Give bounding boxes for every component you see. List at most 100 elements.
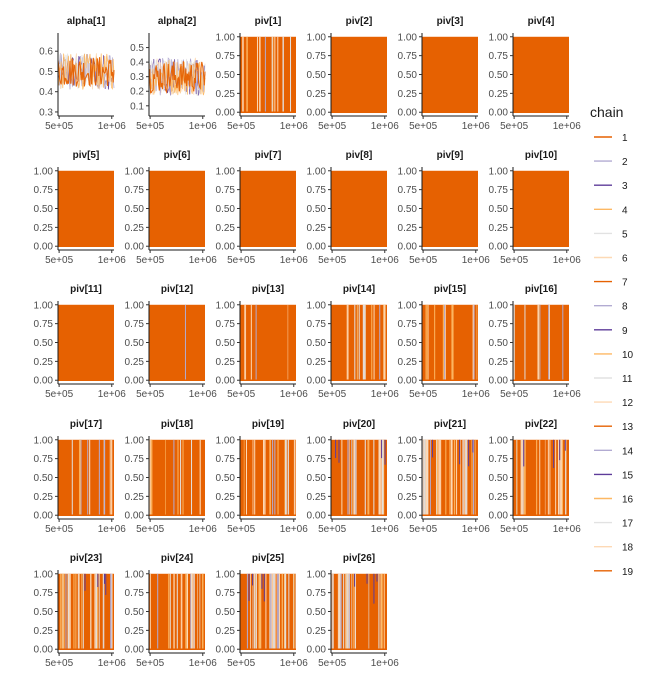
trace-switch xyxy=(423,439,426,516)
x-tick-label: 1e+06 xyxy=(280,524,309,535)
trace-switch xyxy=(476,304,478,381)
y-tick-label: 1.00 xyxy=(307,32,327,43)
y-tick-label: 1.00 xyxy=(34,300,54,311)
facet-panel: piv[11] 0.00 0.25 0.50 0.75 1.00 5e+05 1e+06 xyxy=(34,284,127,400)
y-tick-label: 0.50 xyxy=(34,204,54,215)
facet-panel: piv[6] 0.00 0.25 0.50 0.75 1.00 5e+05 1e+06 xyxy=(125,150,218,266)
trace-switch xyxy=(379,439,381,516)
y-tick-label: 0.25 xyxy=(398,357,418,368)
legend-label: 14 xyxy=(622,446,634,457)
trace-switch xyxy=(381,439,384,516)
trace-switch xyxy=(269,439,270,516)
y-tick-label: 0.75 xyxy=(489,51,509,62)
facet-panel: piv[24] 0.00 0.25 0.50 0.75 1.00 5e+05 1e+06 xyxy=(125,553,218,669)
legend-label: 18 xyxy=(622,543,634,554)
y-tick-label: 0.25 xyxy=(34,223,54,234)
legend-title: chain xyxy=(590,104,623,120)
trace-switch xyxy=(165,439,166,516)
facet-panel: piv[2] 0.00 0.25 0.50 0.75 1.00 5e+05 1e+06 xyxy=(307,16,400,132)
trace-switch xyxy=(275,573,277,650)
y-tick-label: 0.50 xyxy=(489,473,509,484)
x-tick-label: 5e+05 xyxy=(227,255,256,266)
trace-switch xyxy=(381,573,383,650)
trace-switch xyxy=(110,439,113,516)
y-tick-label: 0.50 xyxy=(125,204,145,215)
y-tick-label: 0.25 xyxy=(34,357,54,368)
y-tick-label: 1.00 xyxy=(489,300,509,311)
trace-band xyxy=(331,170,387,247)
y-tick-label: 0.3 xyxy=(39,107,53,118)
trace-switch xyxy=(383,304,386,381)
x-tick-label: 1e+06 xyxy=(98,658,127,669)
trace-switch xyxy=(111,573,113,650)
y-tick-label: 0.25 xyxy=(216,357,236,368)
y-tick-label: 0.50 xyxy=(307,70,327,81)
trace-switch xyxy=(259,36,261,113)
facet-title: piv[4] xyxy=(528,16,555,27)
facet-title: piv[17] xyxy=(70,419,102,430)
x-tick-label: 1e+06 xyxy=(553,255,582,266)
facet-panel: piv[13] 0.00 0.25 0.50 0.75 1.00 5e+05 1e+06 xyxy=(216,284,309,400)
trace-switch xyxy=(520,439,522,516)
y-tick-label: 0.75 xyxy=(216,185,236,196)
x-tick-label: 1e+06 xyxy=(189,255,218,266)
trace-switch xyxy=(90,573,92,650)
y-tick-label: 0.50 xyxy=(307,338,327,349)
x-tick-label: 1e+06 xyxy=(280,121,309,132)
x-tick-label: 1e+06 xyxy=(189,524,218,535)
x-tick-label: 5e+05 xyxy=(227,658,256,669)
y-tick-label: 0.50 xyxy=(398,473,418,484)
trace-switch xyxy=(102,573,105,650)
facet-panel: piv[8] 0.00 0.25 0.50 0.75 1.00 5e+05 1e+06 xyxy=(307,150,400,266)
facet-panel: piv[15] 0.00 0.25 0.50 0.75 1.00 5e+05 1e+06 xyxy=(398,284,491,400)
y-tick-label: 0.00 xyxy=(216,108,236,119)
trace-band xyxy=(58,439,114,516)
trace-switch xyxy=(259,573,261,650)
trace-switch xyxy=(354,573,356,650)
trace-switch xyxy=(539,439,541,516)
trace-line xyxy=(57,53,115,90)
y-tick-label: 0.00 xyxy=(489,108,509,119)
legend-label: 13 xyxy=(622,422,634,433)
facet-panel: piv[17] 0.00 0.25 0.50 0.75 1.00 5e+05 1e+06 xyxy=(34,419,127,535)
trace-switch xyxy=(348,573,350,650)
y-tick-label: 0.25 xyxy=(125,223,145,234)
trace-switch xyxy=(149,573,151,650)
y-tick-label: 0.00 xyxy=(398,511,418,522)
y-tick-label: 1.00 xyxy=(398,166,418,177)
y-tick-label: 0.5 xyxy=(130,43,144,54)
y-tick-label: 1.00 xyxy=(398,435,418,446)
trace-line xyxy=(57,57,115,88)
x-tick-label: 5e+05 xyxy=(318,255,347,266)
trace-switch xyxy=(442,304,444,381)
legend-label: 10 xyxy=(622,350,634,361)
facet-title: piv[9] xyxy=(437,150,464,161)
trace-switch xyxy=(439,439,442,516)
trace-switch xyxy=(453,439,456,516)
y-tick-label: 1.00 xyxy=(125,300,145,311)
trace-band xyxy=(240,304,296,381)
y-tick-label: 0.00 xyxy=(307,242,327,253)
x-tick-label: 5e+05 xyxy=(227,389,256,400)
facet-panel: alpha[2] 0.1 0.2 0.3 0.4 0.5 5e+05 1e+06 xyxy=(130,16,217,132)
trace-band xyxy=(331,439,387,516)
y-tick-label: 1.00 xyxy=(307,569,327,580)
trace-switch xyxy=(95,573,97,650)
trace-switch xyxy=(549,439,551,516)
facet-panel: alpha[1] 0.3 0.4 0.5 0.6 5e+05 1e+06 xyxy=(39,16,126,132)
trace-switch xyxy=(199,439,201,516)
trace-switch xyxy=(78,573,80,650)
y-tick-label: 0.50 xyxy=(125,473,145,484)
y-tick-label: 0.50 xyxy=(216,473,236,484)
y-tick-label: 1.00 xyxy=(307,435,327,446)
y-tick-label: 0.00 xyxy=(125,511,145,522)
y-tick-label: 1.00 xyxy=(489,435,509,446)
y-tick-label: 1.00 xyxy=(125,435,145,446)
y-tick-label: 1.00 xyxy=(125,166,145,177)
trace-switch xyxy=(284,573,287,650)
trace-switch xyxy=(520,439,523,516)
facet-panel: piv[19] 0.00 0.25 0.50 0.75 1.00 5e+05 1e+06 xyxy=(216,419,309,535)
trace-switch xyxy=(293,439,296,516)
trace-switch xyxy=(271,573,273,650)
trace-switch xyxy=(465,439,467,516)
